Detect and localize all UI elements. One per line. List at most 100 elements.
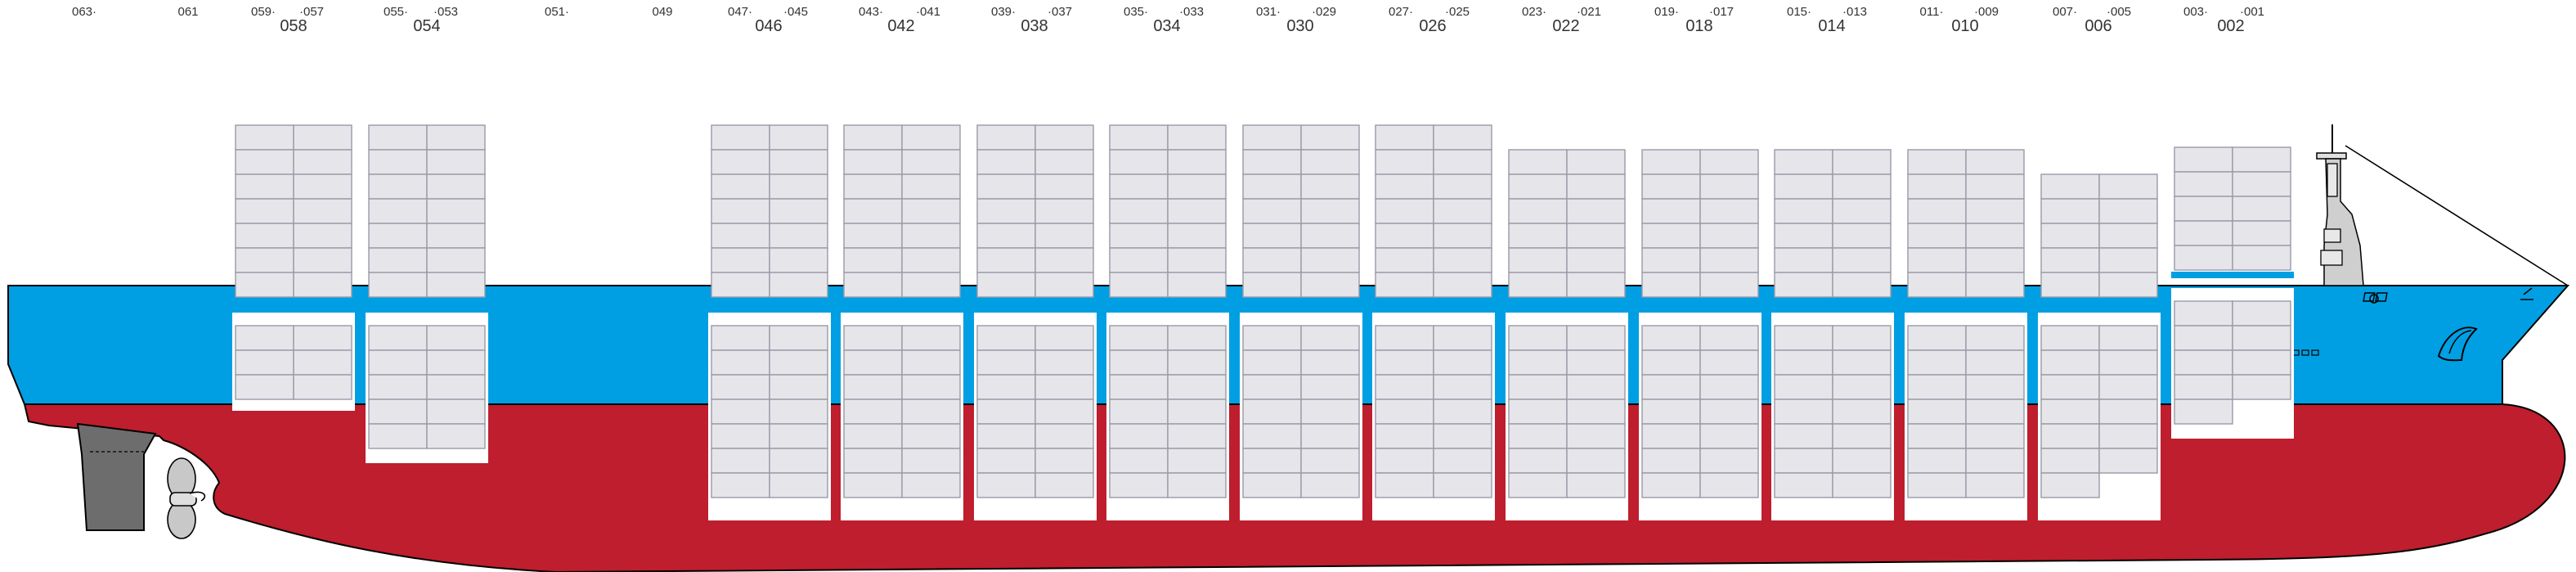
deck-container	[293, 124, 352, 151]
deck-container	[1242, 223, 1302, 249]
bay-label-even: 006	[2085, 17, 2112, 35]
hold-container	[1641, 399, 1701, 425]
deck-container	[293, 223, 352, 249]
hold-container	[1300, 325, 1360, 351]
deck-container	[711, 223, 770, 249]
deck-container	[293, 198, 352, 224]
deck-container	[843, 124, 903, 151]
bay-label-even: 030	[1286, 17, 1313, 35]
bay-030	[1240, 124, 1362, 520]
hold-container	[2232, 349, 2291, 376]
deck-container	[1508, 247, 1568, 273]
hold-container	[1566, 423, 1626, 449]
hold-container	[843, 325, 903, 351]
hold-container	[1109, 349, 1169, 376]
deck-container	[1109, 223, 1169, 249]
deck-container	[1300, 124, 1360, 151]
deck-container	[1774, 198, 1833, 224]
hold-container	[769, 448, 828, 474]
hold-container	[2098, 448, 2158, 474]
hold-container	[1832, 349, 1892, 376]
deck-container	[843, 247, 903, 273]
hold-container	[711, 349, 770, 376]
hold-container	[426, 374, 486, 400]
deck-container	[1109, 272, 1169, 298]
bay-046	[708, 124, 831, 520]
hold-container	[1508, 325, 1568, 351]
hold-container	[2232, 325, 2291, 351]
bay-058	[232, 124, 355, 411]
hold-container	[1699, 349, 1759, 376]
deck-container	[235, 173, 294, 200]
hold-container	[1109, 325, 1169, 351]
hold-container	[426, 349, 486, 376]
bay-label-odd: 007·	[2053, 5, 2077, 19]
hold-container	[1034, 374, 1094, 400]
bay-038	[974, 124, 1097, 520]
deck-container	[1433, 272, 1492, 298]
deck-container	[2098, 198, 2158, 224]
deck-container	[976, 272, 1036, 298]
deck-container	[1566, 173, 1626, 200]
deck-container	[769, 223, 828, 249]
deck-container	[1034, 223, 1094, 249]
bay-label-odd: 027·	[1389, 5, 1413, 19]
bay-label-even: 042	[887, 17, 914, 35]
deck-container	[1508, 173, 1568, 200]
hold-container	[1832, 325, 1892, 351]
deck-container	[843, 173, 903, 200]
hold-container	[1699, 448, 1759, 474]
hold-container	[1774, 423, 1833, 449]
hold-container	[368, 423, 428, 449]
deck-container	[1699, 223, 1759, 249]
deck-container	[2232, 146, 2291, 173]
hold-container	[1167, 423, 1227, 449]
deck-container	[1300, 149, 1360, 175]
deck-container	[1034, 149, 1094, 175]
deck-container	[901, 124, 961, 151]
deck-container	[1109, 198, 1169, 224]
hold-container	[901, 423, 961, 449]
deck-container	[1433, 149, 1492, 175]
bay-label-odd: ·017	[1709, 5, 1734, 19]
hold-container	[1566, 399, 1626, 425]
deck-container	[1832, 223, 1892, 249]
bay-label-odd: ·037	[1048, 5, 1072, 19]
deck-container	[1907, 247, 1967, 273]
deck-container	[1832, 149, 1892, 175]
deck-container	[2232, 220, 2291, 246]
hold-container	[843, 448, 903, 474]
deck-container	[976, 198, 1036, 224]
bay-006	[2038, 173, 2161, 520]
hold-container	[2098, 399, 2158, 425]
hatch-cover	[2171, 272, 2294, 278]
bay-label-odd: 031·	[1256, 5, 1281, 19]
bay-022	[1506, 149, 1628, 520]
bay-label-even: 002	[2217, 17, 2244, 35]
hold-container	[1965, 423, 2025, 449]
hold-container	[901, 349, 961, 376]
hold-container	[976, 399, 1036, 425]
hold-container	[1167, 325, 1227, 351]
hold-container	[976, 448, 1036, 474]
deck-container	[1965, 247, 2025, 273]
hold-container	[843, 374, 903, 400]
deck-container	[2098, 247, 2158, 273]
hold-container	[1167, 472, 1227, 498]
hold-container	[2040, 325, 2100, 351]
hold-container	[1566, 374, 1626, 400]
hold-container	[1641, 423, 1701, 449]
hold-container	[1641, 472, 1701, 498]
hold-container	[711, 374, 770, 400]
deck-container	[1832, 272, 1892, 298]
hold-container	[293, 374, 352, 400]
deck-container	[293, 173, 352, 200]
hold-container	[769, 374, 828, 400]
bay-label-odd: 015·	[1787, 5, 1811, 19]
deck-container	[235, 124, 294, 151]
deck-container	[1300, 198, 1360, 224]
hold-container	[1433, 448, 1492, 474]
deck-container	[2098, 223, 2158, 249]
deck-container	[2040, 247, 2100, 273]
bay-014	[1771, 149, 1894, 520]
